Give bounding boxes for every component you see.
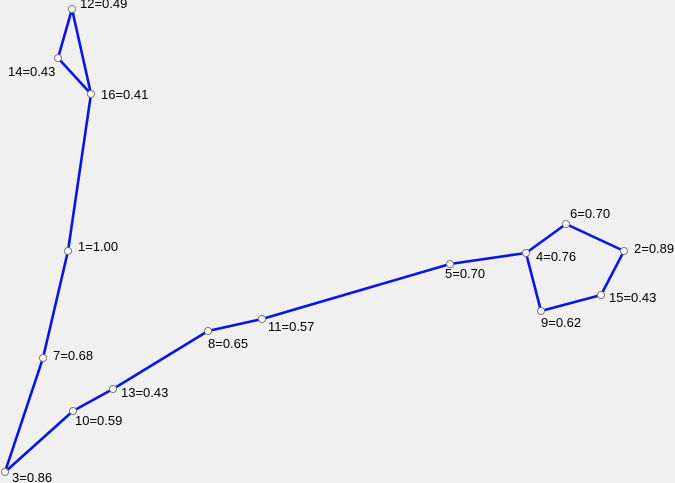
edge-1-7 (41, 249, 70, 360)
node-13[interactable] (109, 385, 117, 393)
edge-9-4 (524, 251, 543, 313)
edge-8-11 (206, 317, 264, 333)
edge-2-15 (599, 249, 626, 297)
node-label-9: 9=0.62 (541, 315, 581, 330)
node-label-4: 4=0.76 (536, 249, 576, 264)
node-label-5: 5=0.70 (445, 266, 485, 281)
node-label-1: 1=1.00 (78, 239, 118, 254)
edge-12-14 (56, 7, 74, 60)
node-2[interactable] (620, 247, 628, 255)
node-label-14: 14=0.43 (8, 64, 55, 79)
edge-6-2 (564, 222, 626, 253)
node-label-13: 13=0.43 (121, 385, 168, 400)
node-label-2: 2=0.89 (634, 241, 674, 256)
node-10[interactable] (69, 407, 77, 415)
node-12[interactable] (68, 5, 76, 13)
edge-10-13 (71, 387, 115, 413)
node-label-10: 10=0.59 (75, 413, 122, 428)
node-8[interactable] (204, 327, 212, 335)
node-16[interactable] (87, 90, 95, 98)
node-14[interactable] (54, 54, 62, 62)
node-label-6: 6=0.70 (570, 206, 610, 221)
node-label-8: 8=0.65 (208, 336, 248, 351)
node-label-16: 16=0.41 (101, 87, 148, 102)
edge-16-1 (66, 92, 93, 253)
node-15[interactable] (597, 291, 605, 299)
edge-14-16 (56, 56, 93, 96)
node-11[interactable] (258, 315, 266, 323)
node-label-11: 11=0.57 (268, 319, 314, 334)
edge-15-9 (539, 293, 603, 313)
node-label-3: 3=0.86 (12, 470, 52, 483)
edge-11-5 (260, 262, 452, 321)
edge-4-6 (524, 222, 568, 255)
node-label-15: 15=0.43 (609, 290, 656, 305)
edge-16-12 (70, 7, 93, 96)
labels: 12=0.49 14=0.43 16=0.41 1=1.00 7=0.68 3=0.86 1… (8, 0, 674, 483)
nodes (1, 5, 628, 476)
node-label-12: 12=0.49 (80, 0, 127, 11)
node-5[interactable] (446, 260, 454, 268)
node-3[interactable] (1, 468, 9, 476)
edge-13-8 (111, 329, 210, 391)
node-label-7: 7=0.68 (53, 348, 93, 363)
node-9[interactable] (537, 307, 545, 315)
edge-5-4 (448, 251, 528, 266)
edge-7-3 (3, 356, 45, 474)
edges (3, 7, 626, 474)
node-4[interactable] (522, 249, 530, 257)
node-6[interactable] (562, 220, 570, 228)
edge-3-10 (3, 409, 75, 474)
node-7[interactable] (39, 354, 47, 362)
node-1[interactable] (64, 247, 72, 255)
